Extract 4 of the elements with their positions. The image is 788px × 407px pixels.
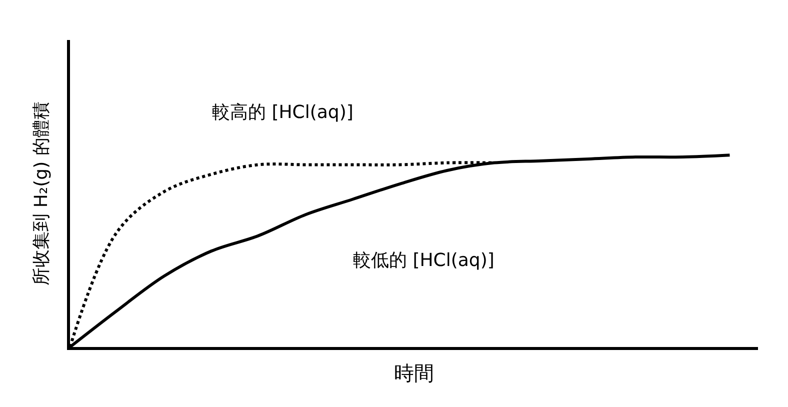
text: 較高的 [HCl(aq)]	[212, 102, 354, 123]
x-axis-title: 時間	[394, 360, 434, 385]
y-axis-title: 所收集到 H₂(g) 的體積	[31, 102, 52, 286]
annotation: 較低的 [HCl(aq)]	[353, 250, 494, 271]
